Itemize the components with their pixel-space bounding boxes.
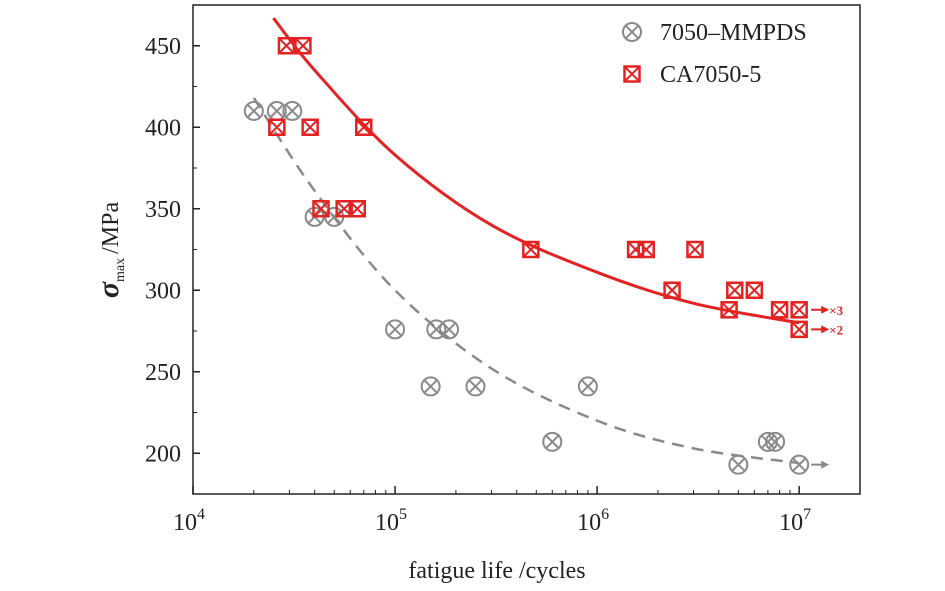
y-axis-unit: /MPa [98,202,124,254]
x-tick-exponent: 7 [803,506,811,523]
data-point [385,319,406,340]
fit-curves [252,17,800,465]
x-tick-label: 107 [779,506,811,536]
legend-marker [623,65,641,83]
x-tick-label: 106 [577,506,609,536]
data-point [243,100,264,121]
legend: 7050–MMPDS CA7050-5 [622,20,807,88]
runout-count-label: ×3 [829,303,843,318]
data-point [726,281,744,299]
data-point [277,37,296,55]
y-axis-title: σmax/MPa [92,202,128,299]
y-tick-label: 250 [145,360,181,386]
data-point [312,200,330,218]
series-1-points [268,37,808,339]
data-point [790,320,808,339]
fit-curve-series-0 [252,97,800,465]
data-point [728,454,749,475]
y-tick-label: 450 [145,34,181,60]
data-point [282,100,303,121]
x-tick-base: 10 [577,510,601,536]
data-point [439,319,460,340]
x-tick-base: 10 [375,510,399,536]
x-axis-title: fatigue life /cycles [408,558,585,584]
runout-count-label: ×2 [829,322,843,337]
x-tick-exponent: 4 [197,506,205,523]
data-point [355,118,373,136]
data-point [348,200,367,218]
data-point [268,118,286,136]
x-axis: 104 105 106 107 [173,486,861,536]
data-point [745,281,764,299]
data-point [465,376,486,397]
x-tick-base: 10 [173,510,197,536]
data-point [720,301,738,319]
data-points [243,37,810,475]
data-point [770,301,789,319]
x-tick-exponent: 6 [601,506,609,523]
data-point [294,37,312,55]
data-point [789,454,810,475]
y-axis-symbol: σ [92,281,125,298]
svg-text:σmax/MPa: σmax/MPa [92,202,128,299]
data-point [790,301,808,319]
data-point [522,240,540,259]
data-point [542,431,563,452]
data-point [301,118,319,136]
x-tick-base: 10 [779,510,803,536]
y-axis-subscript: max [113,258,128,282]
runout-arrows: ×3×2 [811,303,844,469]
y-tick-label: 350 [145,197,181,223]
data-point [663,281,681,299]
data-point [577,376,598,397]
legend-label: CA7050-5 [660,62,761,88]
data-point [686,240,704,259]
fit-curve-series-1 [272,17,800,325]
legend-marker [622,22,642,42]
data-point [420,376,441,397]
data-point [765,431,786,452]
x-tick-exponent: 5 [399,506,407,523]
y-tick-label: 300 [145,278,181,304]
y-tick-label: 200 [145,441,181,467]
series-0-points [243,100,810,475]
x-tick-label: 104 [173,506,205,536]
y-tick-label: 400 [145,115,181,141]
data-point [637,240,655,259]
y-axis: 200 250 300 350 400 450 [145,4,200,495]
legend-label: 7050–MMPDS [660,20,807,46]
x-tick-label: 105 [375,506,407,536]
